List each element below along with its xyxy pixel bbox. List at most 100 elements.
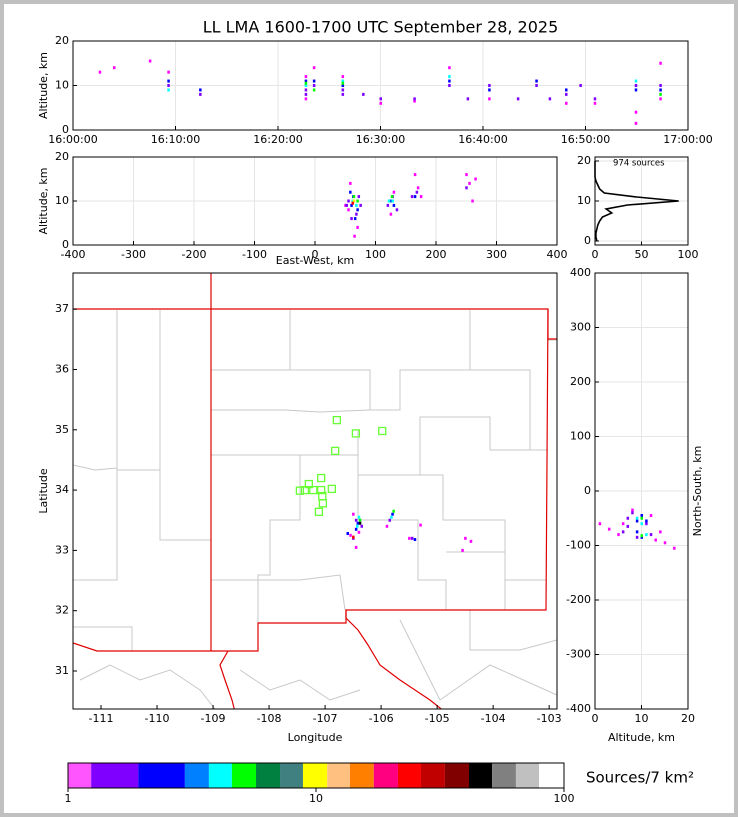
source-point xyxy=(465,173,468,177)
source-point xyxy=(304,81,308,85)
x-tick-label: -200 xyxy=(182,248,207,261)
county-line xyxy=(399,619,441,701)
source-point xyxy=(353,217,357,221)
x-tick-label: 50 xyxy=(635,248,649,261)
colorbar-segment xyxy=(184,763,209,788)
station xyxy=(295,486,305,495)
source-point xyxy=(389,212,393,216)
y-tick-label: -300 xyxy=(566,648,591,661)
source-point xyxy=(663,541,667,545)
colorbar-segment xyxy=(469,763,493,788)
source-point xyxy=(341,92,345,96)
source-point xyxy=(357,530,361,534)
source-point xyxy=(356,521,360,525)
x-tick-label: 16:10:00 xyxy=(151,133,200,146)
station xyxy=(331,446,340,456)
x-tick-label: 10 xyxy=(635,712,649,725)
x-tick-label: -104 xyxy=(481,712,506,725)
source-point xyxy=(389,199,393,203)
county-line xyxy=(439,664,557,701)
station xyxy=(378,426,387,436)
state-border xyxy=(219,650,235,709)
source-point xyxy=(645,519,648,523)
source-point xyxy=(471,199,474,203)
x-tick-label: 16:40:00 xyxy=(458,133,507,146)
panel: 0 50 100 0 10 20 974 sources xyxy=(577,154,699,261)
source-point xyxy=(167,88,170,92)
source-point xyxy=(350,217,353,221)
y-tick-label: 10 xyxy=(55,79,69,92)
colorbar-segment xyxy=(91,763,139,788)
x-tick-label: 16:20:00 xyxy=(253,133,302,146)
colorbar-segment xyxy=(327,763,350,788)
source-point xyxy=(386,203,390,207)
colorbar-segment xyxy=(349,763,374,788)
y-tick-label: 37 xyxy=(55,302,69,315)
y-axis-label: Altitude, km xyxy=(37,52,50,119)
source-point xyxy=(98,70,102,74)
source-point xyxy=(634,110,638,114)
source-point xyxy=(341,88,345,92)
source-point xyxy=(659,530,662,534)
y-tick-label: -100 xyxy=(566,539,591,552)
source-point xyxy=(649,514,653,518)
source-point xyxy=(659,92,662,96)
state-border xyxy=(73,610,347,652)
source-point xyxy=(199,92,202,96)
source-point xyxy=(408,536,411,540)
source-point xyxy=(634,88,638,92)
source-point xyxy=(448,84,451,87)
source-point xyxy=(341,79,345,83)
colorbar-segment xyxy=(302,763,328,788)
y-tick-label: 200 xyxy=(570,375,591,388)
source-point xyxy=(113,66,116,70)
x-tick-label: 10 xyxy=(309,792,323,805)
source-point xyxy=(607,527,611,531)
source-point xyxy=(634,84,638,87)
source-point xyxy=(359,203,362,207)
source-point xyxy=(362,92,365,96)
source-point xyxy=(349,533,352,537)
source-point xyxy=(352,199,356,203)
source-point xyxy=(649,533,653,537)
source-point xyxy=(392,203,396,207)
county-line xyxy=(211,409,371,413)
source-point xyxy=(360,524,363,528)
source-point xyxy=(390,515,393,519)
source-point xyxy=(379,97,382,101)
source-point xyxy=(413,99,416,103)
x-tick-label: 200 xyxy=(426,248,447,261)
source-point xyxy=(356,524,359,528)
colorbar-segment xyxy=(420,763,445,788)
x-tick-label: 0 xyxy=(592,712,599,725)
source-point xyxy=(466,97,470,101)
source-point xyxy=(565,101,568,105)
source-point xyxy=(465,186,468,190)
source-point xyxy=(355,203,358,207)
source-point xyxy=(395,208,399,212)
source-point xyxy=(385,524,389,528)
station xyxy=(309,485,318,495)
source-point xyxy=(388,518,392,522)
axes-frame xyxy=(72,40,689,131)
source-point xyxy=(488,88,491,92)
colorbar-segment xyxy=(397,763,421,788)
source-point xyxy=(410,536,414,540)
source-point xyxy=(304,84,308,87)
annotation: 974 sources xyxy=(613,159,665,169)
colorbar-segment xyxy=(373,763,398,788)
source-point xyxy=(387,199,391,203)
source-point xyxy=(565,92,568,96)
source-point xyxy=(199,88,202,92)
colorbar-segment xyxy=(539,763,564,788)
source-point xyxy=(354,527,358,531)
source-point xyxy=(413,195,417,199)
source-point xyxy=(631,511,634,515)
source-point xyxy=(392,509,395,513)
source-point xyxy=(579,84,582,87)
source-point xyxy=(390,195,394,199)
source-point xyxy=(448,75,451,79)
x-tick-label: -100 xyxy=(242,248,267,261)
x-tick-label: 17:00:00 xyxy=(663,133,712,146)
x-axis-label: Altitude, km xyxy=(608,731,675,744)
